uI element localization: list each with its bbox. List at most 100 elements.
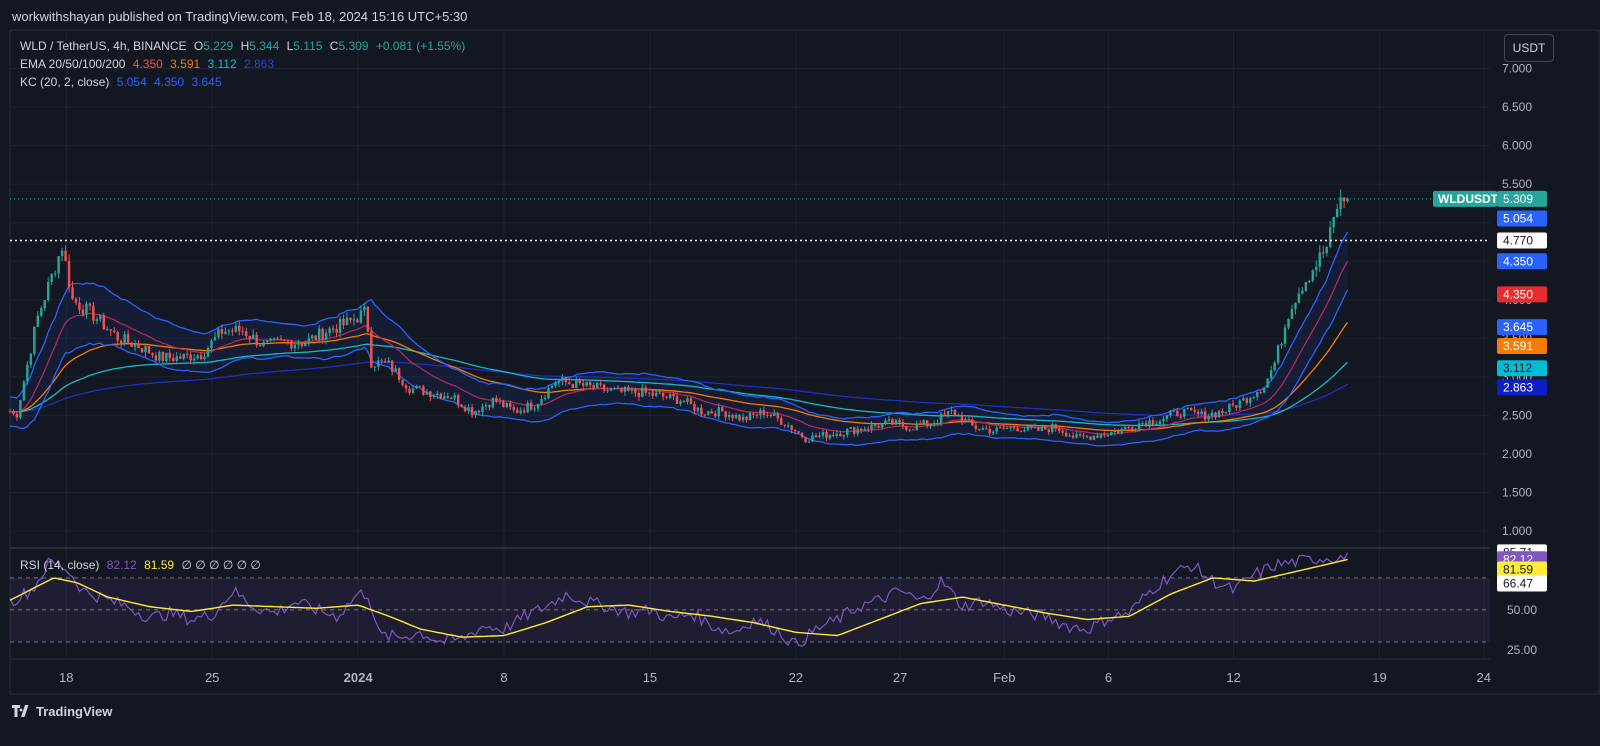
- candle-body: [311, 335, 314, 339]
- candle-body: [1106, 435, 1110, 437]
- candle-body: [1054, 424, 1057, 429]
- legend-ema-row[interactable]: EMA 20/50/100/200 4.350 3.591 3.112 2.86…: [20, 57, 278, 71]
- candle-body: [363, 306, 366, 311]
- candle-body: [1127, 427, 1130, 429]
- candle-body: [1252, 396, 1255, 399]
- candle-body: [477, 410, 481, 413]
- candle-body: [1176, 410, 1179, 417]
- currency-button[interactable]: USDT: [1504, 34, 1554, 62]
- candle-body: [255, 334, 258, 346]
- candle-body: [741, 416, 745, 421]
- candle-body: [912, 429, 915, 431]
- candle-body: [1113, 430, 1117, 433]
- time-axis-label: 22: [789, 670, 803, 685]
- ema-label[interactable]: EMA 20/50/100/200: [20, 57, 126, 71]
- candle-body: [641, 387, 644, 397]
- candle-body: [241, 331, 244, 333]
- time-axis[interactable]: 18 25 2024 8 15 22 27 Feb 6 12 19 24: [59, 670, 1491, 685]
- price-tag-bg: [1497, 338, 1547, 355]
- candle-body: [1075, 434, 1078, 438]
- candle-body: [943, 413, 946, 415]
- symbol-title[interactable]: WLD / TetherUS, 4h, BINANCE: [20, 39, 187, 53]
- rsi-value: 82.12: [106, 558, 137, 572]
- time-axis-label: 6: [1105, 670, 1112, 685]
- change-value: +0.081 (+1.55%): [375, 39, 466, 53]
- publish-note: workwithshayan published on TradingView.…: [12, 9, 468, 24]
- candle-body: [825, 432, 828, 439]
- candle-body: [609, 388, 613, 391]
- candle-body: [1026, 425, 1030, 430]
- candle-body: [286, 340, 290, 342]
- candle-body: [734, 414, 738, 419]
- candle-body: [1280, 343, 1283, 346]
- candle-body: [568, 382, 571, 385]
- candle-body: [113, 330, 116, 333]
- last-price-symbol: WLDUSDT: [1438, 192, 1499, 206]
- candle-body: [839, 433, 842, 437]
- last-price-tag-bg: [1497, 190, 1547, 207]
- open-label: O: [193, 39, 204, 53]
- candle-body: [1019, 431, 1023, 433]
- high-value: 5.344: [249, 39, 280, 53]
- candle-body: [1304, 282, 1308, 291]
- candle-body: [328, 328, 331, 333]
- candle-body: [1245, 398, 1249, 404]
- candle-body: [387, 360, 390, 363]
- kc-lower-value: 3.645: [191, 75, 222, 89]
- candle-body: [769, 414, 773, 416]
- candle-body: [602, 384, 606, 391]
- candle-body: [317, 328, 321, 340]
- candle-body: [370, 331, 373, 368]
- candle-body: [429, 391, 432, 398]
- candle-body: [1190, 407, 1193, 410]
- candle-body: [644, 387, 647, 393]
- legend-symbol-row[interactable]: WLD / TetherUS, 4h, BINANCE O5.229 H5.34…: [20, 39, 469, 53]
- time-axis-label: 18: [59, 670, 73, 685]
- candle-body: [773, 413, 776, 416]
- candle-body: [1266, 378, 1269, 388]
- candle-body: [929, 424, 932, 426]
- candle-body: [1332, 217, 1335, 228]
- candle-body: [1144, 422, 1148, 427]
- price-axis-label: 1.000: [1502, 524, 1532, 538]
- rsi-tag-bg: [1497, 561, 1547, 578]
- candle-body: [745, 416, 748, 421]
- candle-body: [151, 353, 154, 356]
- time-axis-label: 25: [205, 670, 219, 685]
- candle-body: [616, 387, 620, 389]
- candle-body: [894, 420, 898, 425]
- candle-body: [345, 317, 349, 326]
- candle-body: [505, 403, 509, 408]
- candle-body: [1214, 412, 1217, 418]
- tradingview-footer[interactable]: TradingView: [12, 704, 112, 719]
- rsi-label[interactable]: RSI (14, close): [20, 558, 100, 572]
- kc-label[interactable]: KC (20, 2, close): [20, 75, 110, 89]
- kc-upper-value: 5.054: [116, 75, 147, 89]
- candle-body: [366, 306, 370, 332]
- time-axis-label: 12: [1226, 670, 1240, 685]
- legend-rsi-row[interactable]: RSI (14, close) 82.12 81.59 ∅ ∅ ∅ ∅ ∅ ∅: [20, 558, 265, 572]
- candle-body: [717, 407, 720, 417]
- candle-body: [74, 298, 78, 303]
- candle-body: [1256, 392, 1259, 397]
- candle-body: [418, 385, 422, 387]
- candle-body: [1148, 420, 1151, 427]
- candle-body: [147, 345, 151, 354]
- candle-body: [901, 422, 905, 427]
- candle-body: [1092, 435, 1096, 440]
- candle-body: [856, 428, 859, 434]
- candle-body: [85, 303, 88, 315]
- candle-body: [119, 340, 123, 344]
- candle-body: [342, 318, 345, 326]
- candle-body: [661, 393, 665, 397]
- time-axis-label: 19: [1372, 670, 1386, 685]
- candle-body: [710, 411, 713, 414]
- legend-kc-row[interactable]: KC (20, 2, close) 5.054 4.350 3.645: [20, 75, 226, 89]
- candle-body: [637, 392, 641, 397]
- candle-body: [957, 415, 960, 417]
- candle-body: [561, 377, 564, 381]
- candle-body: [1085, 436, 1089, 438]
- candle-body: [411, 388, 415, 393]
- candle-body: [227, 330, 231, 332]
